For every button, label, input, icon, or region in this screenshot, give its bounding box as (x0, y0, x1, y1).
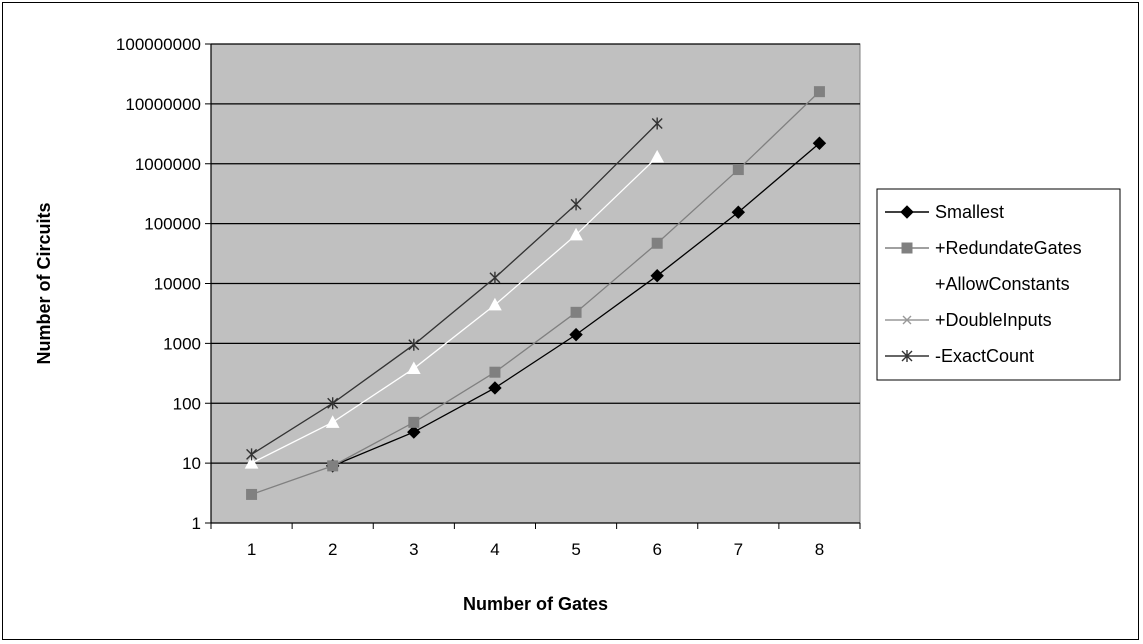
x-tick-label: 3 (409, 540, 418, 559)
series-exactcount (246, 117, 663, 461)
legend-swatch-marker (901, 242, 913, 254)
data-point (246, 488, 258, 500)
legend-swatch-marker (901, 350, 913, 362)
y-tick-label: 1 (192, 514, 201, 533)
series-line (251, 91, 820, 496)
legend-item: +DoubleInputs (885, 310, 1052, 330)
legend-swatch-marker (900, 205, 914, 219)
y-tick-label: 1000 (163, 334, 201, 353)
data-point (570, 198, 582, 211)
data-point (651, 117, 663, 130)
x-tick-label: 1 (247, 540, 256, 559)
data-point (408, 416, 420, 428)
data-point (569, 327, 583, 342)
legend-item: +AllowConstants (885, 274, 1070, 294)
data-point (651, 237, 663, 249)
legend-label: -ExactCount (935, 346, 1034, 366)
y-tick-label: 100000000 (116, 35, 201, 54)
x-tick-label: 8 (815, 540, 824, 559)
data-point (325, 415, 340, 428)
y-tick-label: 1000000 (135, 155, 201, 174)
data-point (408, 338, 420, 351)
data-point (570, 306, 582, 318)
legend-label: +AllowConstants (935, 274, 1070, 294)
data-point (489, 366, 501, 378)
data-point (488, 297, 502, 311)
data-point (732, 164, 744, 176)
legend-label: +DoubleInputs (935, 310, 1052, 330)
x-tick-label: 4 (490, 540, 499, 559)
y-tick-label: 100 (173, 394, 201, 413)
y-tick-label: 10000 (154, 275, 201, 294)
data-point (407, 425, 421, 439)
data-point (813, 86, 825, 98)
x-tick-label: 7 (734, 540, 743, 559)
data-point (812, 136, 827, 150)
series-line (251, 156, 658, 464)
data-point (650, 268, 664, 283)
data-point (327, 460, 339, 472)
x-tick-label: 6 (652, 540, 661, 559)
y-tick-label: 100000 (144, 215, 201, 234)
data-point (244, 456, 259, 469)
data-point (731, 205, 746, 219)
legend-label: +RedundateGates (935, 238, 1082, 258)
series-layer (244, 86, 827, 500)
x-tick-label: 2 (328, 540, 337, 559)
data-point (246, 448, 258, 461)
data-point (489, 271, 501, 284)
series-line (251, 123, 658, 455)
y-tick-label: 10 (182, 454, 201, 473)
data-point (569, 227, 583, 241)
x-axis-title: Number of Gates (463, 594, 608, 614)
y-tick-label: 10000000 (125, 95, 201, 114)
data-point (406, 361, 421, 375)
data-point (650, 149, 665, 163)
legend-item: +RedundateGates (885, 238, 1082, 258)
series-allowconstants (244, 149, 665, 469)
legend-swatch-marker (900, 276, 914, 290)
gridlines (211, 43, 860, 464)
y-axis-title: Number of Circuits (34, 202, 54, 364)
legend-swatch-marker (902, 315, 912, 325)
legend-item: -ExactCount (885, 346, 1034, 366)
legend-label: Smallest (935, 202, 1004, 222)
y-axis-ticks: 1 10 100 1000 10000 100000 1000000 10000000 1000… (116, 35, 211, 533)
data-point (488, 381, 502, 395)
legend-item: Smallest (885, 202, 1004, 222)
data-point (327, 397, 339, 410)
legend: Smallest +RedundateGates +AllowConstants +D… (876, 188, 1121, 381)
series-redundategates (246, 86, 825, 500)
x-tick-label: 5 (571, 540, 580, 559)
x-axis-ticks: 1 2 3 4 5 6 7 8 (210, 523, 861, 559)
